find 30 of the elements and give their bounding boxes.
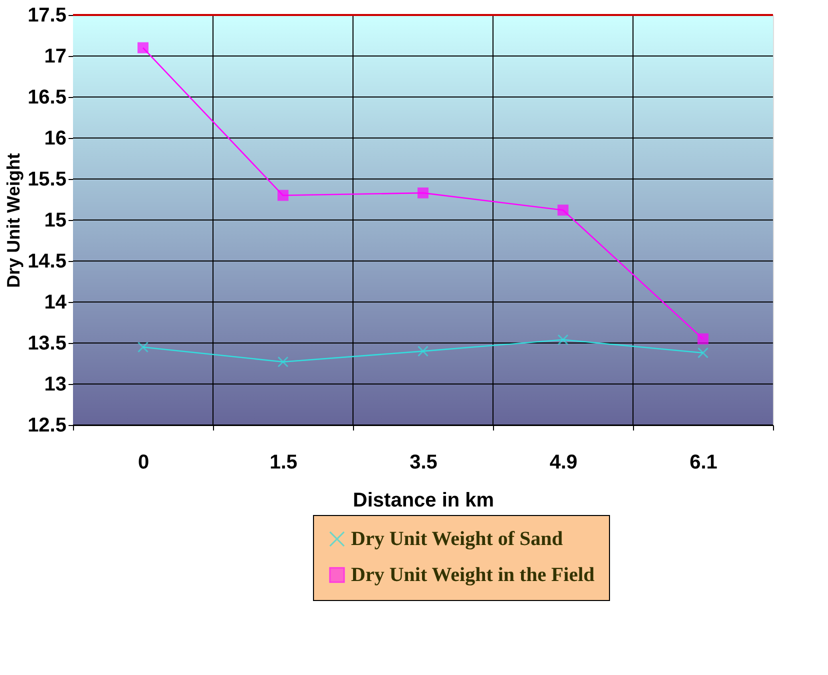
- y-tick-label: 16.5: [28, 86, 66, 108]
- y-tick-label: 14.5: [28, 250, 66, 272]
- point: [278, 190, 288, 201]
- y-tick-label: 14: [44, 292, 68, 314]
- point: [698, 347, 708, 358]
- point: [418, 346, 428, 357]
- point: [278, 356, 288, 368]
- x-tick-label: 6.1: [690, 452, 718, 474]
- y-tick-label: 15: [44, 210, 66, 232]
- x-tick-label: 3.5: [410, 452, 438, 474]
- y-tick-label: 12.5: [28, 414, 66, 436]
- point: [698, 333, 708, 344]
- y-tick-label: 16: [44, 128, 66, 150]
- y-tick-label: 13: [44, 374, 66, 396]
- legend-label: Dry Unit Weight in the Field: [351, 564, 595, 586]
- y-tick-label: 17: [44, 46, 66, 68]
- x-axis-title: Distance in km: [352, 490, 494, 512]
- y-axis-title: Dry Unit Weight: [4, 153, 24, 288]
- y-tick-label: 13.5: [28, 332, 66, 354]
- point: [418, 187, 428, 198]
- point: [138, 342, 148, 353]
- y-tick-label: 15.5: [28, 168, 66, 190]
- x-tick-label: 4.9: [550, 452, 578, 474]
- point: [138, 42, 148, 54]
- point: [558, 334, 568, 346]
- x-tick-label: 1.5: [270, 452, 298, 474]
- point: [558, 204, 568, 216]
- x-tick-label: 0: [138, 452, 150, 474]
- y-tick-label: 17.5: [28, 4, 66, 26]
- legend-label: Dry Unit Weight of Sand: [351, 528, 563, 550]
